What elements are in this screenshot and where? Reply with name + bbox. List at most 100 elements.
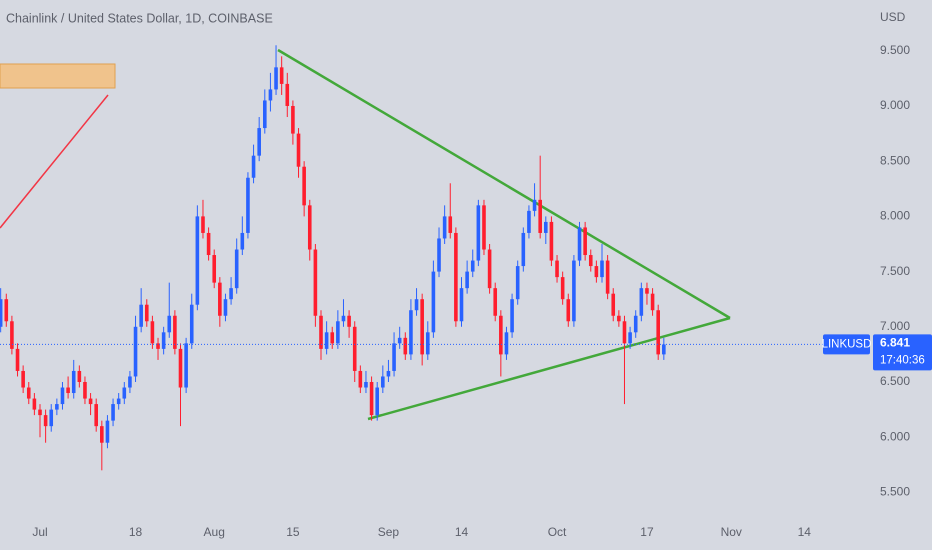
x-tick-label: Nov	[721, 525, 742, 539]
candle-body	[268, 89, 273, 101]
candle-body	[617, 315, 621, 322]
y-axis-label: USD	[880, 10, 906, 24]
candle-body	[161, 332, 166, 349]
candle-body	[263, 100, 267, 129]
price-label: 6.841	[880, 336, 910, 350]
candle-body	[403, 337, 408, 355]
candle-body	[493, 288, 498, 316]
candle-body	[66, 387, 70, 394]
candle-body	[639, 288, 644, 316]
candle-body	[527, 210, 531, 233]
candle-body	[470, 260, 475, 272]
x-tick-label: Oct	[548, 525, 567, 539]
candle-body	[307, 205, 312, 250]
candle-body	[465, 271, 469, 289]
candle-body	[94, 404, 98, 427]
candle-body	[15, 348, 20, 371]
candle-body	[532, 199, 537, 211]
symbol-tag	[823, 334, 870, 355]
candle-body	[650, 293, 655, 311]
candle-body	[420, 299, 424, 355]
candle-body	[195, 216, 200, 305]
candle-body	[178, 348, 183, 388]
y-tick-label: 6.500	[880, 374, 910, 388]
candle-body	[32, 398, 37, 410]
highlight-box	[0, 63, 116, 89]
candle-body	[431, 271, 436, 333]
candle-body	[577, 227, 582, 261]
candle-body	[538, 199, 542, 233]
candle-body	[83, 381, 87, 399]
candle-body	[26, 387, 31, 399]
candle-body	[330, 332, 335, 344]
candle-body	[71, 370, 76, 394]
candle-body	[21, 370, 25, 388]
candle-body	[189, 304, 194, 344]
candle-body	[291, 105, 295, 134]
candle-body	[4, 299, 9, 322]
candle-body	[504, 332, 509, 355]
candle-body	[364, 381, 368, 388]
x-tick-label: Aug	[204, 525, 225, 539]
candle-body	[459, 288, 464, 322]
countdown-label: 17:40:36	[880, 354, 925, 366]
candle-body	[347, 315, 351, 327]
candle-body	[234, 249, 239, 289]
candle-body	[566, 299, 571, 322]
candle-body	[10, 321, 14, 349]
candle-body	[482, 205, 486, 250]
x-tick-label: Sep	[378, 525, 400, 539]
candle-body	[555, 260, 559, 278]
candle-body	[223, 299, 228, 316]
chart-title: Chainlink / United States Dollar, 1D, CO…	[6, 11, 273, 25]
x-tick-label: 18	[129, 525, 143, 539]
candle-body	[100, 426, 104, 443]
trend-line	[0, 94, 109, 229]
candle-body	[77, 370, 82, 382]
candle-body	[313, 249, 318, 316]
candle-body	[285, 83, 290, 106]
candle-body	[560, 277, 565, 300]
candle-body	[448, 216, 453, 233]
candle-body	[515, 266, 520, 300]
candle-body	[274, 67, 278, 90]
candle-body	[583, 227, 587, 256]
y-tick-label: 7.000	[880, 319, 910, 333]
candle-body	[257, 128, 261, 156]
candle-body	[645, 288, 649, 294]
candle-body	[611, 293, 616, 316]
candle-body	[122, 387, 127, 399]
y-tick-label: 9.500	[880, 43, 910, 57]
candle-body	[352, 326, 357, 371]
candle-body	[549, 221, 554, 261]
candle-body	[206, 232, 211, 256]
x-tick-label: 14	[455, 525, 469, 539]
candle-body	[116, 398, 121, 405]
y-tick-label: 9.000	[880, 98, 910, 112]
triangle-upper	[277, 48, 731, 320]
candle-body	[633, 315, 638, 333]
candle-body	[296, 133, 301, 167]
candle-body	[105, 420, 110, 443]
candle-body	[324, 332, 329, 349]
candle-body	[0, 299, 3, 327]
candle-body	[521, 232, 526, 267]
candle-body	[184, 343, 188, 388]
candle-body	[167, 315, 172, 333]
candle-body	[212, 255, 217, 283]
candle-body	[133, 326, 138, 377]
y-tick-label: 8.500	[880, 153, 910, 167]
candle-body	[88, 398, 93, 405]
symbol-label: LINKUSD	[822, 338, 872, 350]
y-tick-label: 7.500	[880, 264, 910, 278]
candle-body	[111, 404, 115, 421]
candle-body	[38, 409, 42, 416]
y-tick-label: 8.000	[880, 209, 910, 223]
candle-body	[358, 370, 363, 388]
triangle-lower	[367, 316, 731, 421]
candle-body	[544, 221, 548, 233]
candle-body	[375, 387, 379, 416]
candle-body	[279, 67, 284, 84]
candle-body	[605, 260, 610, 294]
